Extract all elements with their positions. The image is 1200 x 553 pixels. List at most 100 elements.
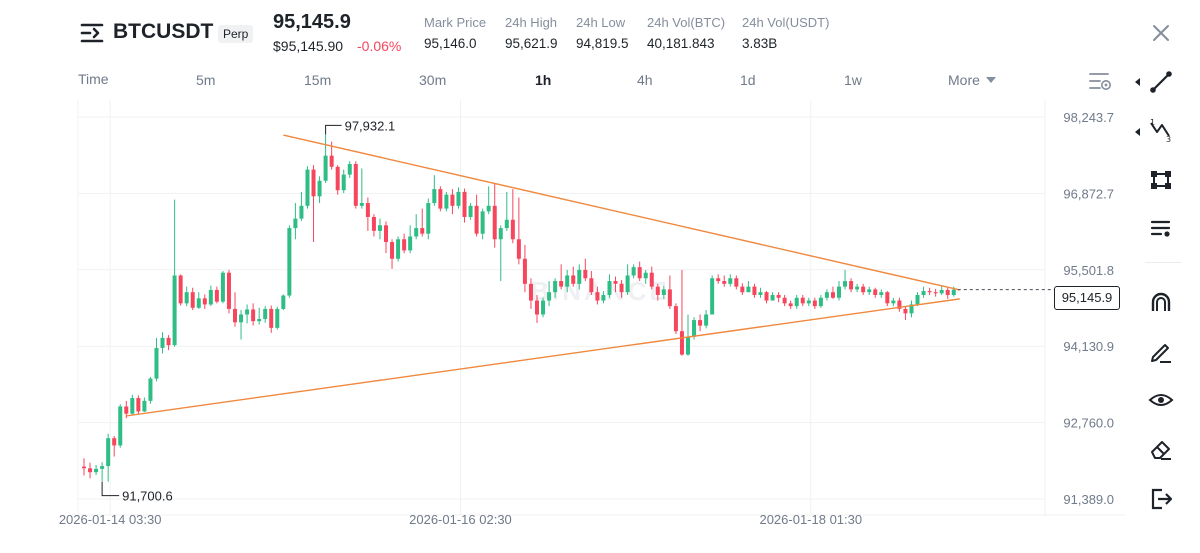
candle-body-down	[371, 216, 376, 231]
eraser-tool[interactable]	[1147, 435, 1175, 463]
candle-body-up	[184, 292, 189, 304]
candle-body-down	[571, 275, 576, 284]
stat-label: 24h Vol(USDT)	[742, 15, 830, 30]
interval-time[interactable]: Time	[78, 71, 109, 87]
candle-body-up	[939, 289, 944, 294]
stat-label: 24h High	[505, 15, 558, 30]
close-icon[interactable]	[1150, 22, 1172, 44]
svg-text:1: 1	[1150, 118, 1155, 127]
x-axis-tick-label: 2026-01-14 03:30	[59, 512, 162, 527]
interval-1w[interactable]: 1w	[844, 72, 862, 88]
interval-more-dropdown[interactable]: More	[948, 72, 996, 88]
candle-body-down	[613, 281, 618, 284]
candle-body-up	[323, 155, 328, 181]
low-marker-line	[101, 481, 120, 497]
visibility-tool[interactable]	[1147, 386, 1175, 414]
x-axis: 2026-01-14 03:30 2026-01-16 02:30 2026-01-…	[59, 512, 862, 527]
candle-body-up	[432, 189, 437, 204]
candle-body-up	[160, 337, 165, 348]
candle-body-down	[776, 294, 781, 298]
candle-body-down	[655, 286, 660, 295]
candle-body-up	[553, 281, 558, 293]
y-axis-tick-label: 91,389.0	[1063, 492, 1114, 507]
pencil-tool[interactable]	[1147, 337, 1175, 365]
candle-body-up	[94, 468, 99, 473]
stat-24h-low: 24h Low 94,819.5	[576, 15, 629, 51]
candle-body-down	[136, 398, 141, 412]
expand-caret-icon[interactable]	[1135, 128, 1140, 136]
candle-body-up	[341, 174, 346, 191]
candle-body-down	[311, 169, 316, 197]
candle-body-up	[794, 297, 799, 307]
candle-body-up	[377, 225, 382, 231]
indicator-tool[interactable]	[1147, 214, 1175, 242]
candle-body-up	[692, 320, 697, 337]
chevron-down-icon	[985, 77, 996, 83]
candle-body-down	[933, 292, 938, 294]
candle-body-up	[118, 406, 123, 446]
candlestick-chart[interactable]: BINANCE 97,932.1 91,700.6 98,243.7 96,872.…	[0, 100, 1130, 530]
candle-body-down	[124, 406, 129, 414]
chart-settings-icon[interactable]	[1088, 70, 1112, 92]
candle-body-up	[855, 286, 860, 290]
low-price-label: 91,700.6	[122, 489, 173, 504]
stat-label: 24h Vol(BTC)	[647, 15, 726, 30]
candle-body-up	[643, 272, 648, 279]
candle-body-down	[764, 292, 769, 301]
candle-body-up	[142, 400, 147, 412]
stat-value: 40,181.843	[647, 36, 715, 51]
candle-body-down	[619, 283, 624, 293]
rectangle-tool[interactable]	[1147, 166, 1175, 194]
interval-5m[interactable]: 5m	[196, 72, 216, 88]
candle-body-down	[329, 155, 334, 167]
candle-body-down	[190, 292, 195, 308]
interval-4h[interactable]: 4h	[637, 72, 653, 88]
exit-tool[interactable]	[1147, 485, 1175, 513]
interval-15m[interactable]: 15m	[304, 72, 332, 88]
candle-body-up	[818, 297, 823, 307]
candle-body-up	[414, 228, 419, 237]
ticker-header: BTCUSDT Perp 95,145.9 $95,145.90 -0.06% …	[0, 0, 1130, 62]
candle-body-down	[782, 297, 787, 304]
expand-caret-icon[interactable]	[1135, 78, 1140, 86]
candle-body-down	[226, 272, 231, 309]
fib-wave-tool[interactable]: 1 3	[1147, 116, 1175, 144]
stat-24h-vol-usdt: 24h Vol(USDT) 3.83B	[742, 15, 829, 51]
candle-body-up	[704, 314, 709, 326]
candle-body-up	[625, 275, 630, 293]
candle-body-down	[800, 297, 805, 304]
symbol-name[interactable]: BTCUSDT	[113, 20, 214, 43]
candle-body-up	[631, 267, 636, 276]
price-change-percent: -0.06%	[357, 38, 402, 54]
menu-icon[interactable]	[80, 22, 104, 44]
candle-body-up	[867, 289, 872, 293]
magnet-tool[interactable]	[1147, 288, 1175, 316]
candle-body-down	[734, 278, 739, 287]
interval-1h[interactable]: 1h	[535, 72, 552, 88]
chart-grid	[77, 100, 1125, 516]
stat-value: 95,146.0	[424, 36, 477, 51]
candle-body-up	[100, 466, 105, 469]
candle-body-up	[245, 309, 250, 315]
candle-body-down	[722, 281, 727, 284]
trendlines	[126, 134, 1054, 417]
candle-body-down	[353, 164, 358, 206]
candle-body-down	[384, 225, 388, 243]
trend-line-icon	[1150, 71, 1172, 93]
candle-body-down	[269, 308, 274, 328]
trend-line-tool[interactable]	[1147, 68, 1175, 96]
candle-body-up	[601, 294, 606, 301]
interval-30m[interactable]: 30m	[419, 72, 447, 88]
candle-body-up	[879, 292, 884, 295]
candle-body-up	[565, 275, 570, 287]
candle-body-up	[843, 281, 848, 287]
candle-body-up	[359, 203, 364, 206]
candle-body-down	[788, 303, 793, 307]
candle-body-up	[909, 304, 914, 314]
current-price-tag: 95,145.9	[1054, 286, 1120, 310]
candle-body-up	[456, 191, 461, 206]
candle-body-up	[758, 292, 763, 295]
stat-24h-vol-btc: 24h Vol(BTC) 40,181.843	[647, 15, 725, 51]
candle-body-up	[661, 289, 666, 295]
interval-1d[interactable]: 1d	[740, 72, 756, 88]
